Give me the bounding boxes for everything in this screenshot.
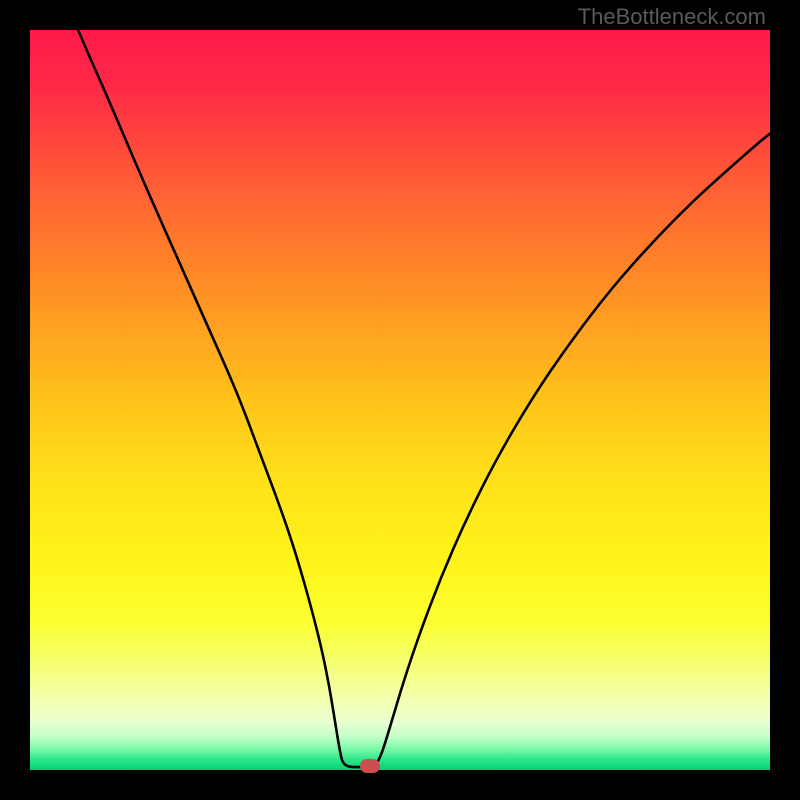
plot-area bbox=[30, 30, 770, 770]
bottleneck-curve bbox=[30, 30, 770, 770]
chart-frame: TheBottleneck.com bbox=[0, 0, 800, 800]
optimal-point-marker bbox=[360, 759, 380, 773]
watermark-text: TheBottleneck.com bbox=[578, 4, 766, 30]
